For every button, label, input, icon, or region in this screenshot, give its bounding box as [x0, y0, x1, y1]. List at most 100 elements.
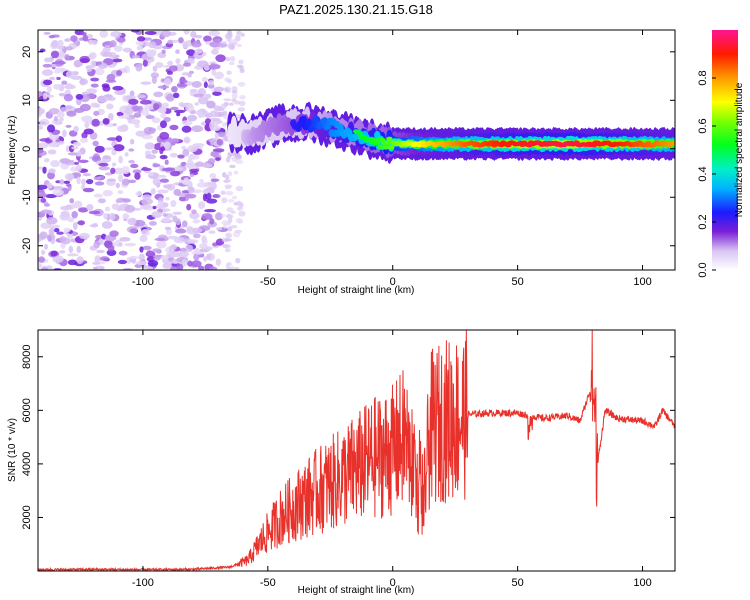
colorbar-tick-label: 0.8 — [697, 70, 709, 85]
spectrogram-noise-cell — [49, 227, 55, 231]
spectrogram-noise-cell — [170, 266, 178, 270]
spectrogram-noise-cell — [169, 124, 179, 131]
spectrogram-noise-cell — [189, 211, 200, 220]
spectrogram-noise-cell — [98, 166, 110, 171]
spectrogram-noise-cell — [140, 81, 152, 85]
spectrogram-noise-cell — [90, 68, 96, 75]
spectrogram-noise-cell — [102, 85, 111, 92]
y-tick-label: 6000 — [21, 398, 33, 422]
spectrogram-noise-cell — [118, 174, 124, 183]
spectrogram-noise-cell — [161, 167, 173, 172]
snr-y-axis-label: SNR (10 * v/v) — [7, 418, 18, 482]
spectrogram-noise-cell — [52, 255, 64, 264]
spectrogram-noise-cell — [136, 36, 146, 42]
spectrogram-noise-cell — [88, 39, 94, 46]
spectrogram-noise-cell — [192, 219, 201, 224]
spectrogram-noise-cell — [151, 75, 157, 84]
spectrogram-noise-cell — [41, 267, 49, 270]
spectrogram-noise-cell — [151, 211, 163, 219]
spectrogram-noise-cell — [185, 103, 195, 112]
spectrogram-noise-cell — [107, 112, 114, 121]
x-tick-label: 0 — [390, 577, 396, 589]
spectrogram-noise-cell — [192, 233, 201, 239]
colorbar-tick-label: 0.2 — [697, 214, 709, 229]
spectrogram-noise-cell — [199, 243, 208, 250]
spectrogram-noise-cell — [80, 31, 87, 36]
spectrogram-noise-cell — [187, 114, 198, 122]
spectrogram-noise-cell — [69, 198, 75, 204]
spectrogram-noise-cell — [152, 163, 161, 168]
spectrogram-noise-cell — [201, 235, 207, 243]
spectrogram-noise-cell — [134, 123, 140, 128]
colorbar-label: Normalized spectral amplitude — [734, 82, 745, 217]
spectrogram-noise-cell — [100, 49, 111, 58]
spectrogram-noise-cell — [159, 131, 170, 140]
spectrogram-noise-cell — [181, 179, 190, 185]
snr-x-ticks: -100 -50 0 50 100 — [132, 330, 652, 589]
spectrogram-noise-cell — [111, 149, 117, 156]
spectrogram-noise-cell — [126, 256, 132, 264]
spectrogram-noise-cell — [78, 232, 90, 240]
spectrogram-noise-cell — [45, 94, 55, 98]
spectrogram-noise-cell — [111, 203, 120, 210]
spectrogram-noise-cell — [225, 190, 234, 196]
spectrogram-noise-cell — [189, 173, 195, 178]
spectrogram-noise-cell — [90, 102, 99, 108]
spectrogram-noise-cell — [151, 117, 161, 124]
spectrogram-noise-cell — [212, 148, 225, 153]
spectrogram-noise-cell — [130, 138, 135, 145]
spectrogram-noise-cell — [197, 60, 209, 68]
spectrogram-noise-cell — [230, 225, 238, 229]
spectrogram-noise-cell — [90, 77, 100, 82]
spectrogram-noise-cell — [39, 118, 50, 126]
spectrogram-noise-cell — [157, 85, 170, 89]
spectrogram-noise-cell — [47, 149, 57, 155]
spectrogram-noise-cell — [122, 95, 128, 102]
spectrogram-noise-cell — [209, 110, 220, 118]
spectrogram-noise-cell — [160, 146, 166, 152]
spectrogram-y-ticks: -20 -10 0 10 20 — [21, 46, 675, 254]
spectrogram-noise-cell — [97, 95, 109, 103]
spectrogram-noise-cell — [87, 34, 93, 39]
spectrogram-noise-cell — [112, 162, 117, 167]
spectrogram-noise-cell — [53, 83, 62, 90]
colorbar-tick-label: 0.0 — [697, 262, 709, 277]
spectrogram-noise-cell — [224, 179, 232, 183]
spectrogram-noise-cell — [210, 137, 215, 146]
spectrogram-noise-cell — [75, 164, 82, 173]
spectrogram-noise-cell — [164, 226, 172, 231]
spectrogram-noise-cell — [41, 69, 54, 77]
spectrogram-noise-cell — [161, 49, 166, 54]
spectrogram-noise-cell — [102, 117, 110, 125]
spectrogram-noise-cell — [65, 145, 71, 153]
spectrogram-noise-cell — [209, 121, 215, 130]
spectrogram-noise-cell — [128, 98, 139, 105]
spectrogram-noise-cell — [84, 120, 90, 129]
spectrogram-noise-cell — [213, 121, 219, 130]
spectrogram-noise-cell — [141, 108, 149, 116]
spectrogram-noise-cell — [92, 266, 98, 270]
spectrogram-noise-cell — [59, 250, 66, 254]
spectrogram-noise-cell — [48, 133, 60, 141]
spectrogram-noise-cell — [163, 141, 171, 150]
spectrogram-noise-cell — [82, 173, 91, 177]
spectrogram-noise-cell — [104, 45, 111, 49]
spectrogram-noise-cell — [228, 102, 234, 106]
spectrogram-noise-cell — [227, 171, 233, 177]
spectrogram-noise-cell — [52, 189, 64, 196]
spectrogram-noise-cell — [144, 142, 155, 150]
spectrogram-noise-cell — [203, 81, 208, 89]
spectrogram-noise-cell — [223, 87, 230, 92]
spectrogram-noise-cell — [191, 81, 202, 88]
spectrogram-noise-cell — [226, 70, 232, 75]
spectrogram-noise-cell — [185, 244, 194, 253]
spectrogram-noise-cell — [38, 148, 44, 154]
spectrogram-noise-cell — [118, 242, 123, 247]
spectrogram-noise-cell — [106, 249, 117, 257]
spectrogram-noise-cell — [178, 102, 185, 108]
spectrogram-noise-cell — [223, 98, 232, 102]
spectrogram-noise-cell — [134, 219, 146, 227]
spectrogram-noise-cell — [109, 40, 117, 48]
colorbar-tick-label: 0.4 — [697, 166, 709, 181]
spectrogram-noise-cell — [39, 48, 46, 53]
